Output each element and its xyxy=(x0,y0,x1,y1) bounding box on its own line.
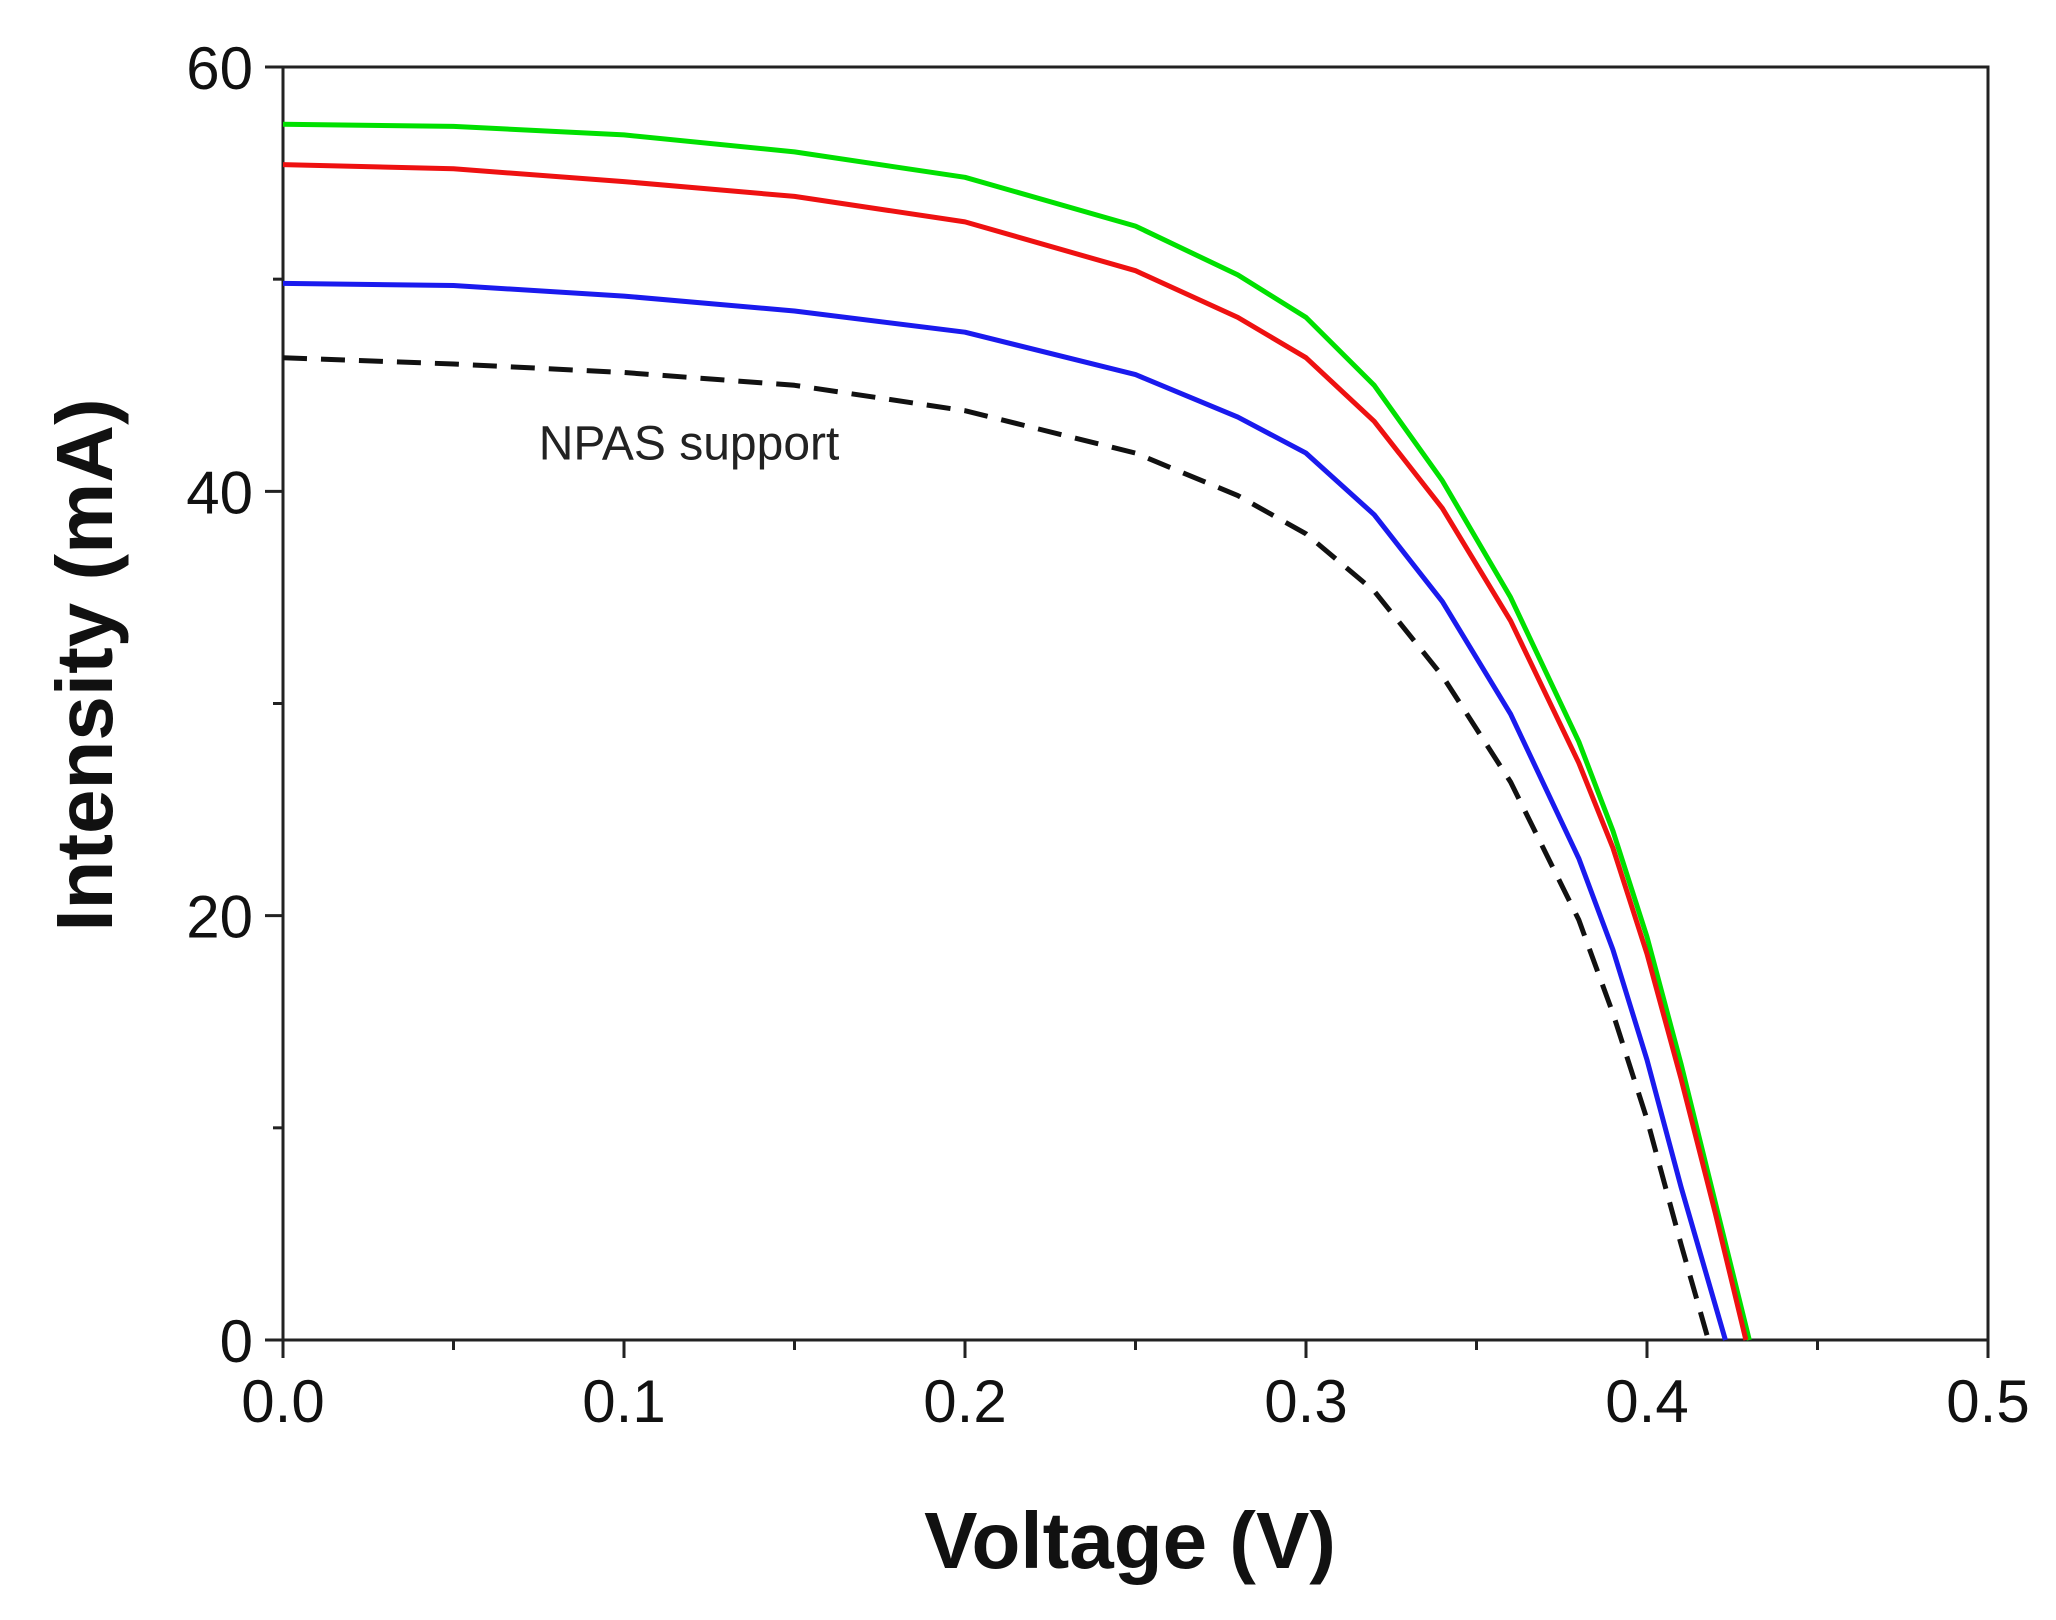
y-tick-label: 60 xyxy=(186,35,253,102)
series-line-red xyxy=(282,162,1749,1341)
series-line-npas-support xyxy=(282,355,1711,1341)
y-axis-title: Intensity (mA) xyxy=(40,398,129,931)
series-line-green xyxy=(282,121,1752,1341)
x-tick-label: 0.1 xyxy=(582,1368,665,1435)
y-tick-label: 0 xyxy=(220,1308,253,1375)
x-tick-label: 0.3 xyxy=(1264,1368,1347,1435)
labels-group: 0.0 0.1 0.2 0.3 0.4 0.5 0 20 40 60 NPAS support xyxy=(186,35,2029,1435)
y-tick-label: 20 xyxy=(186,884,253,951)
series-group xyxy=(282,121,1752,1341)
plot-frame xyxy=(281,65,1990,1342)
y-tick-label: 40 xyxy=(186,459,253,526)
plot-frame-group xyxy=(281,65,1990,1342)
x-tick-label: 0.5 xyxy=(1946,1368,2029,1435)
x-tick-label: 0.4 xyxy=(1605,1368,1688,1435)
x-axis-title: Voltage (V) xyxy=(924,1496,1336,1585)
series-line-blue xyxy=(282,280,1728,1341)
annotation-label: NPAS support xyxy=(539,418,840,471)
x-tick-label: 0.2 xyxy=(923,1368,1006,1435)
x-tick-label: 0.0 xyxy=(241,1368,324,1435)
ticks-group xyxy=(265,65,1990,1358)
